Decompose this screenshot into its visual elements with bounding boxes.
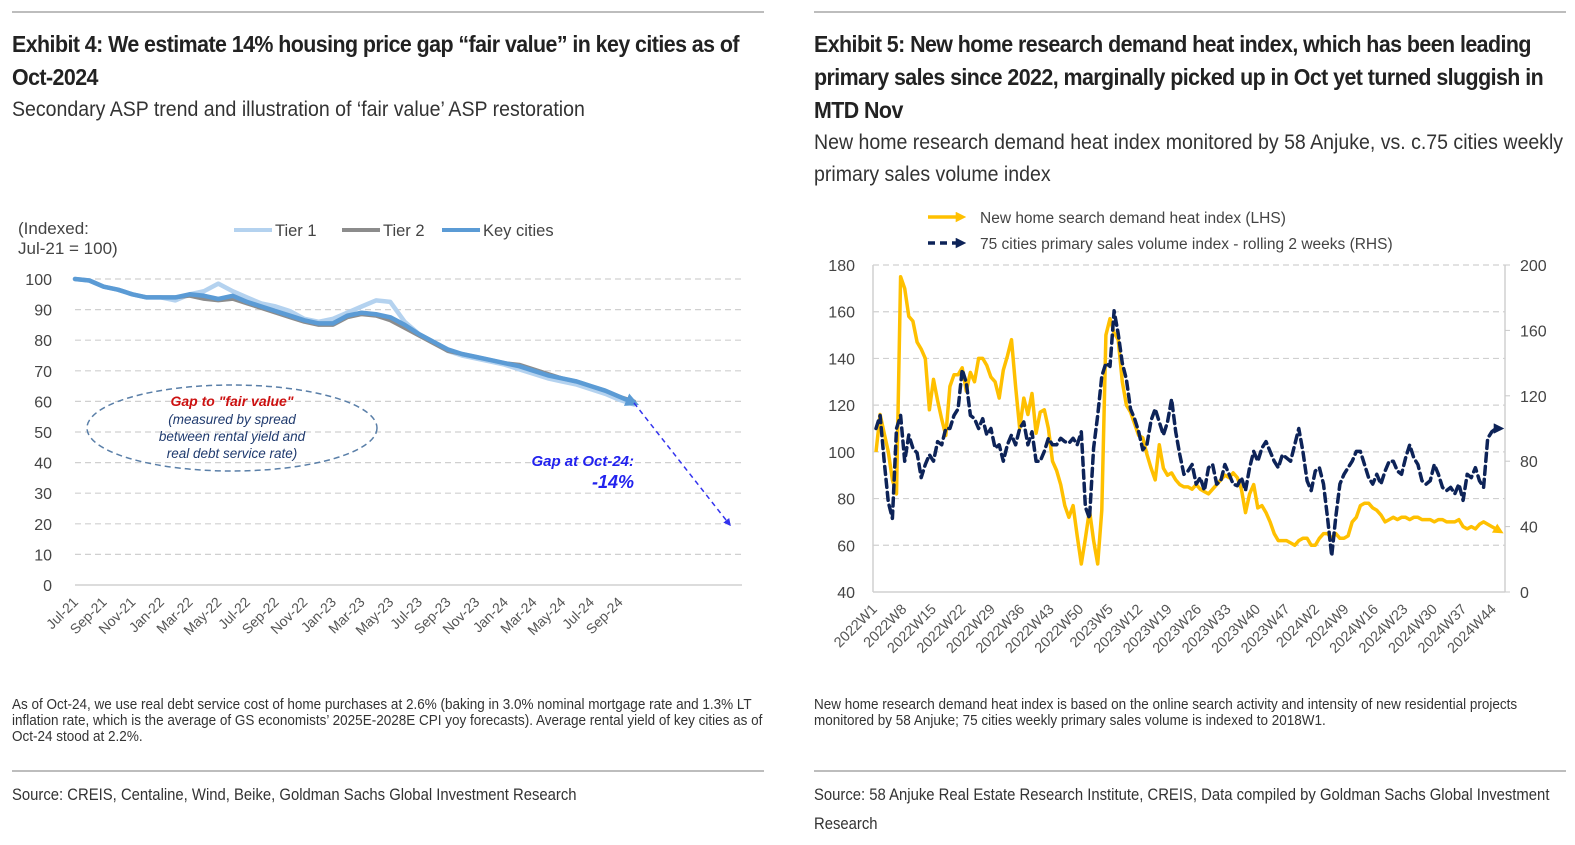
gap-annotation-title: Gap to "fair value" [171,393,294,409]
y-right-tick-label: 80 [1520,454,1538,471]
exhibit-5-source: Source: 58 Anjuke Real Estate Research I… [814,786,1550,833]
y-tick-label: 40 [34,456,52,473]
top-divider [814,11,1566,13]
y-right-tick-label: 200 [1520,258,1547,275]
exhibit-4-subtitle: Secondary ASP trend and illustration of … [12,98,585,121]
gap-annotation-text: (measured by spread [168,412,296,427]
y-left-tick-label: 80 [837,492,855,509]
y-tick-label: 80 [34,333,52,350]
y-tick-label: 0 [43,578,52,595]
y-tick-label: 20 [34,517,52,534]
exhibit-4-panel: Exhibit 4: We estimate 14% housing price… [12,0,764,845]
projection-arrow [633,402,731,527]
note-divider [814,770,1566,772]
exhibit-4-title: Exhibit 4: We estimate 14% housing price… [12,31,739,90]
legend-label: Tier 1 [275,222,317,240]
exhibit-5-chart: 406080100120140160180040801201602002022W… [828,210,1547,657]
gap-at-oct24-label: Gap at Oct-24: [531,453,634,470]
series-line-sales-volume [874,309,1505,558]
legend-label: 75 cities primary sales volume index - r… [980,236,1393,253]
y-left-tick-label: 120 [828,398,855,415]
y-right-tick-label: 160 [1520,323,1547,340]
exhibit-4-source: Source: CREIS, Centaline, Wind, Beike, G… [12,786,577,804]
y-tick-label: 70 [34,364,52,381]
y-left-tick-label: 140 [828,351,855,368]
y-right-tick-label: 0 [1520,585,1529,602]
series-line-key-cities [72,276,639,406]
top-divider [12,11,764,13]
y-axis-label: Jul-21 = 100) [18,239,118,258]
y-tick-label: 30 [34,486,52,503]
exhibit-5-panel: Exhibit 5: New home research demand heat… [814,0,1566,845]
note-divider [12,770,764,772]
exhibit-5-subtitle: New home research demand heat index moni… [814,131,1564,186]
y-right-tick-label: 120 [1520,389,1547,406]
y-axis-label: (Indexed: [18,219,89,238]
y-tick-label: 60 [34,394,52,411]
exhibit-5-title: Exhibit 5: New home research demand heat… [814,31,1544,123]
y-tick-label: 90 [34,303,52,320]
exhibit-4-chart: 0 10 20 30 40 50 60 70 80 90 100 (Indexed:Jul-21 = … [18,219,742,638]
y-left-tick-label: 60 [837,538,855,555]
y-left-tick-label: 180 [828,258,855,275]
series-line-heat-index [874,274,1504,566]
y-tick-label: 50 [34,425,52,442]
y-right-tick-label: 40 [1520,520,1538,537]
gap-annotation-text: between rental yield and [159,429,306,444]
y-left-tick-label: 100 [828,445,855,462]
gap-at-oct24-value: -14% [592,472,634,492]
y-tick-label: 10 [34,547,52,564]
gap-annotation-text: real debt service rate) [167,446,298,461]
fair-value-gap-ellipse [86,384,378,472]
legend-label: Key cities [483,222,554,240]
legend-label: Tier 2 [383,222,425,240]
y-left-tick-label: 160 [828,305,855,322]
legend-label: New home search demand heat index (LHS) [980,210,1286,227]
exhibit-5-note: New home research demand heat index is b… [814,696,1518,729]
y-left-tick-label: 40 [837,585,855,602]
y-tick-label: 100 [25,272,52,289]
exhibit-4-note: As of Oct-24, we use real debt service c… [12,696,763,745]
